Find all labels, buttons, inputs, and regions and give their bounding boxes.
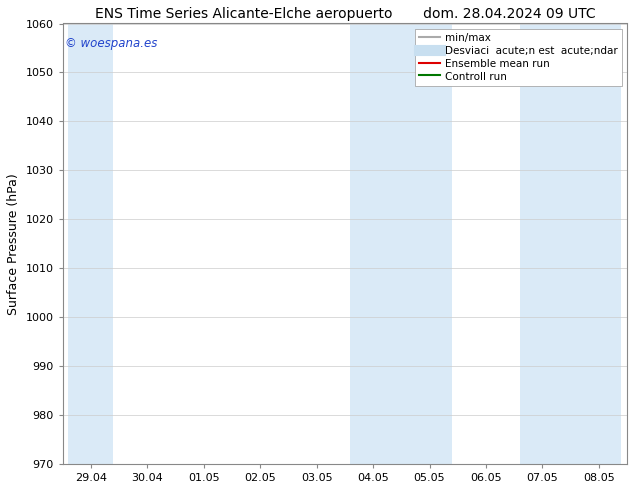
Bar: [68, 24, 113, 464]
Y-axis label: Surface Pressure (hPa): Surface Pressure (hPa): [7, 173, 20, 315]
Text: © woespana.es: © woespana.es: [65, 37, 158, 49]
Bar: [520, 24, 621, 464]
Legend: min/max, Desviaci  acute;n est  acute;ndar, Ensemble mean run, Controll run: min/max, Desviaci acute;n est acute;ndar…: [415, 29, 622, 86]
Title: ENS Time Series Alicante-Elche aeropuerto       dom. 28.04.2024 09 UTC: ENS Time Series Alicante-Elche aeropuert…: [94, 7, 595, 21]
Bar: [351, 24, 452, 464]
